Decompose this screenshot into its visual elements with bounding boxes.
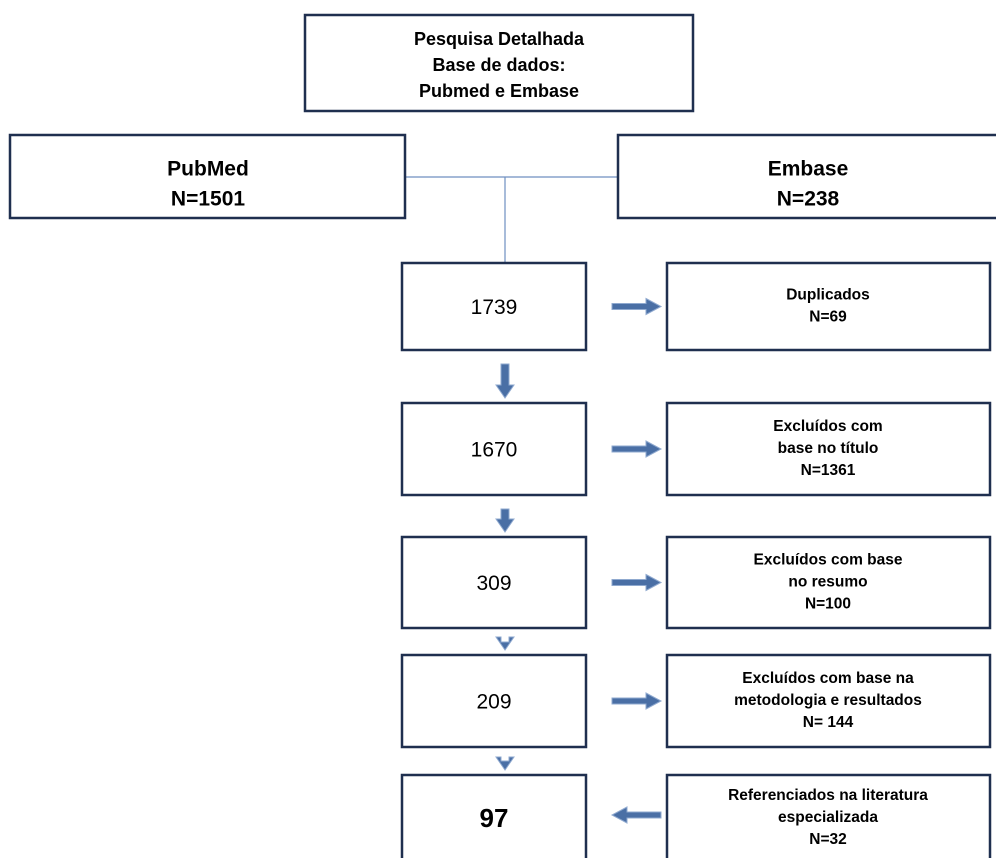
count: 1739 (471, 296, 518, 319)
box (665, 261, 992, 352)
box-text: N= 144 (803, 714, 854, 731)
box (665, 535, 992, 630)
box (400, 535, 588, 630)
arrow (495, 636, 515, 651)
box-text: metodologia e resultados (734, 692, 922, 709)
box-text: Referenciados na literatura (728, 787, 928, 804)
arrow (495, 508, 515, 533)
box-text: Excluídos com (773, 418, 882, 435)
box-text: no resumo (788, 574, 867, 591)
box-text: Pubmed e Embase (419, 81, 579, 101)
box (665, 773, 992, 858)
box-text: N=100 (805, 596, 851, 613)
count: 97 (480, 803, 509, 833)
count: 309 (476, 572, 511, 595)
arrow (611, 297, 663, 316)
box (400, 401, 588, 497)
box (400, 773, 588, 858)
box-text: Excluídos com base (753, 552, 902, 569)
box (400, 261, 588, 352)
box-text: Embase (768, 158, 849, 181)
box-text: N=238 (777, 188, 840, 211)
box-text: N=32 (809, 831, 847, 848)
box (8, 133, 407, 220)
box-text: N=1361 (801, 462, 856, 479)
box-text: PubMed (167, 158, 249, 181)
box (303, 13, 695, 113)
box (665, 653, 992, 749)
box (665, 401, 992, 497)
arrow (611, 440, 663, 458)
count: 209 (476, 691, 511, 714)
count: 1670 (471, 439, 518, 462)
arrow (611, 573, 663, 592)
box-text: Base de dados: (432, 55, 565, 75)
box-text: Excluídos com base na (742, 670, 914, 687)
arrow (610, 806, 662, 824)
box-text: N=1501 (171, 188, 245, 211)
arrow (495, 756, 515, 771)
box-text: base no título (778, 440, 879, 457)
arrow (611, 692, 663, 710)
box-text: especializada (778, 809, 878, 826)
box-text: Duplicados (786, 287, 870, 304)
box-text: N=69 (809, 309, 847, 326)
arrow (495, 363, 515, 399)
box (400, 653, 588, 749)
box-text: Pesquisa Detalhada (414, 29, 585, 49)
box (616, 133, 996, 220)
